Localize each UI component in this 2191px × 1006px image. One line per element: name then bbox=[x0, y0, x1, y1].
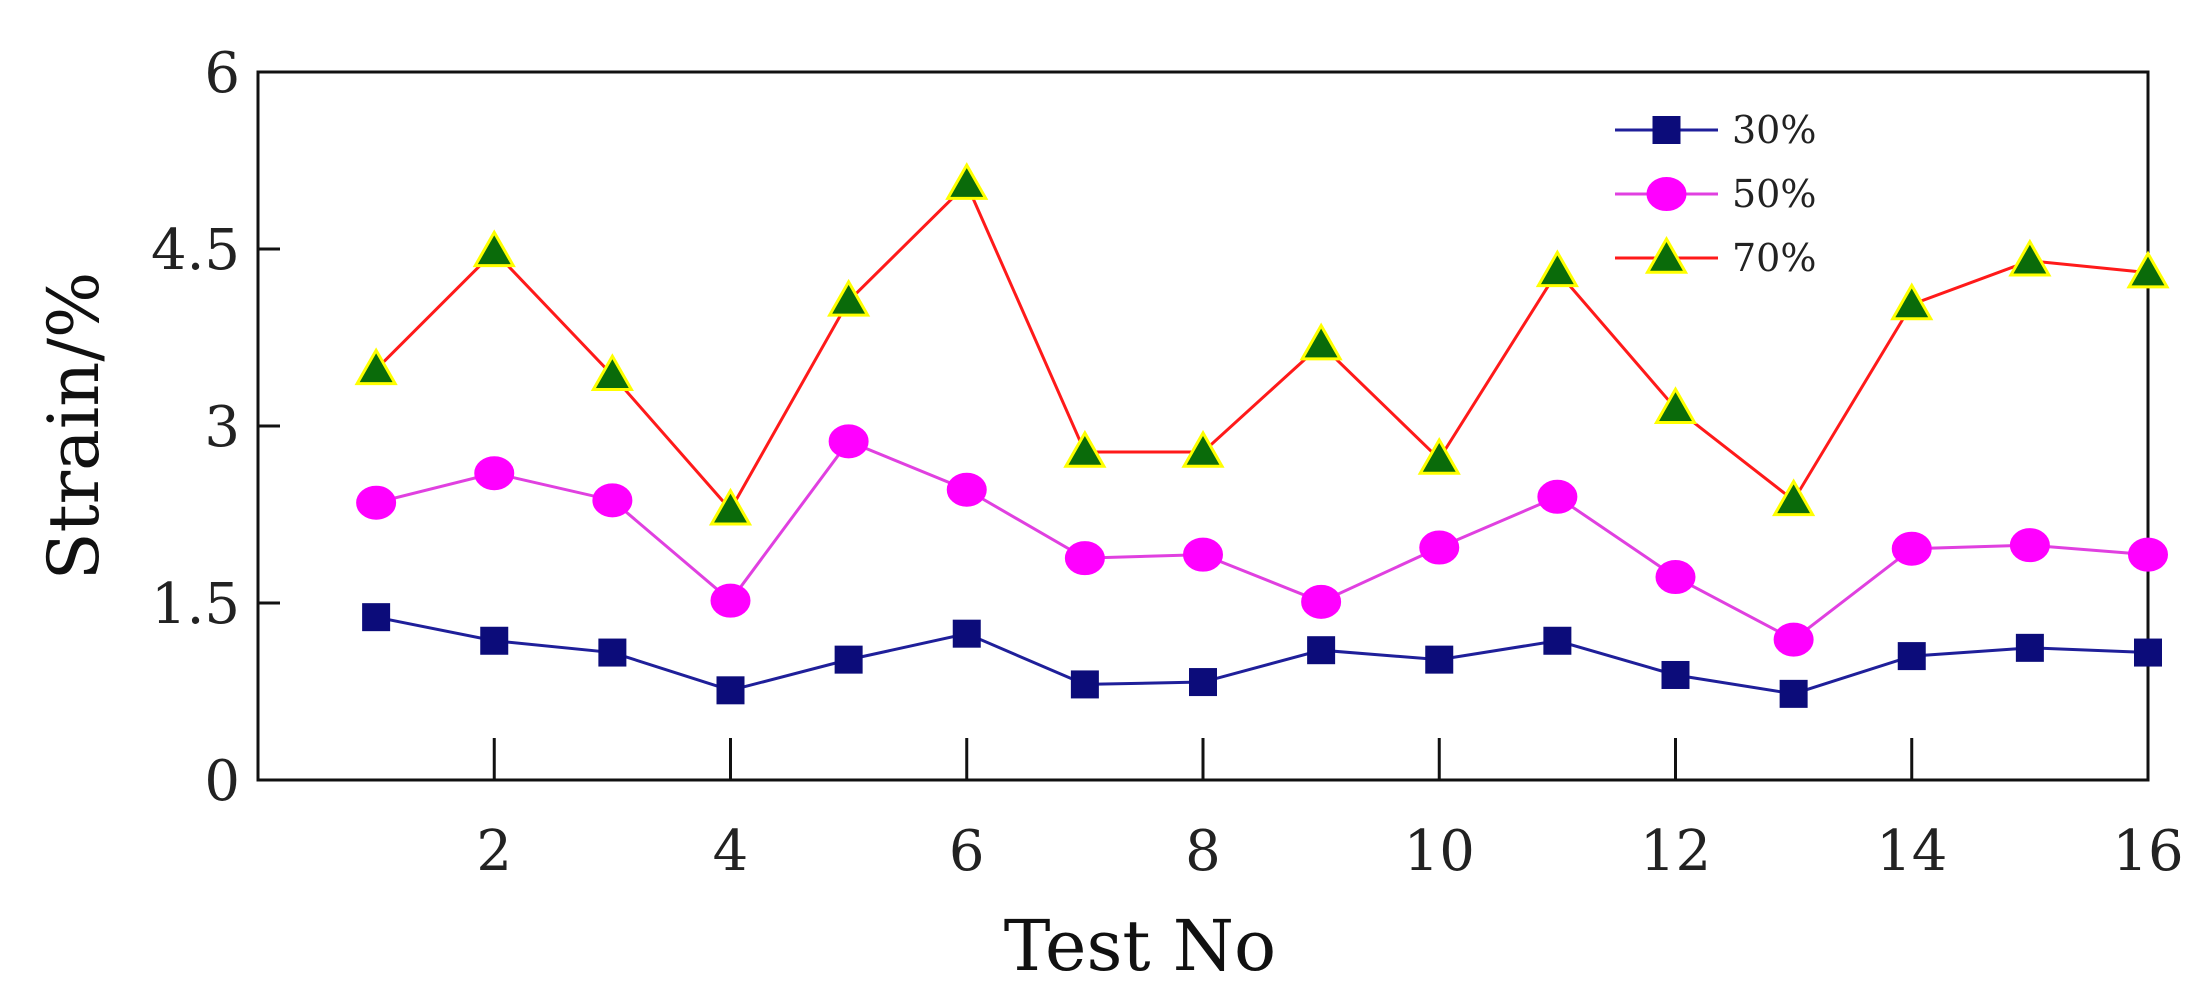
point-2-10 bbox=[1535, 249, 1579, 288]
point-1-9 bbox=[1419, 530, 1460, 565]
series-2 bbox=[354, 162, 2170, 526]
point-1-12 bbox=[1773, 622, 1814, 657]
x-tick-label-5: 12 bbox=[1640, 819, 1711, 884]
point-1-8 bbox=[1301, 584, 1342, 619]
y-axis-title: Strain/% bbox=[33, 272, 115, 581]
point-2-4 bbox=[827, 278, 871, 317]
point-1-1 bbox=[474, 456, 515, 491]
point-2-8 bbox=[1299, 322, 1343, 361]
point-2-2 bbox=[590, 353, 634, 392]
point-0-14 bbox=[2015, 633, 2044, 662]
point-1-6 bbox=[1064, 541, 1105, 576]
legend-marker-2 bbox=[1644, 235, 1689, 274]
series-0 bbox=[362, 603, 2162, 708]
series-line-1 bbox=[375, 439, 2149, 642]
point-2-12 bbox=[1772, 478, 1816, 517]
point-0-3 bbox=[716, 676, 745, 705]
axes: 0 1.5 3 4.5 6 2 4 6 8 10 12 14 16 bbox=[151, 41, 2184, 884]
point-0-7 bbox=[1189, 668, 1217, 697]
x-tick-label-0: 2 bbox=[476, 819, 512, 884]
series-line-0 bbox=[375, 615, 2149, 696]
point-0-13 bbox=[1897, 642, 1926, 671]
point-0-10 bbox=[1543, 626, 1572, 655]
point-1-5 bbox=[946, 472, 987, 507]
y-tick-label-2: 3 bbox=[204, 395, 240, 460]
point-2-3 bbox=[708, 487, 753, 526]
point-0-15 bbox=[2134, 638, 2162, 667]
point-1-0 bbox=[356, 485, 397, 520]
point-0-9 bbox=[1425, 645, 1454, 674]
point-1-13 bbox=[1891, 531, 1932, 566]
point-0-8 bbox=[1307, 636, 1336, 665]
point-0-1 bbox=[480, 626, 509, 655]
y-tick-label-3: 4.5 bbox=[151, 218, 240, 283]
point-2-5 bbox=[945, 162, 989, 200]
point-1-2 bbox=[592, 483, 633, 518]
point-0-5 bbox=[952, 619, 981, 648]
point-0-11 bbox=[1661, 660, 1690, 689]
legend-label-1: 50% bbox=[1732, 172, 1816, 216]
point-2-0 bbox=[354, 347, 398, 386]
point-2-7 bbox=[1181, 429, 1225, 468]
y-tick-label-0: 0 bbox=[204, 749, 240, 814]
legend-marker-0 bbox=[1652, 116, 1681, 144]
point-1-15 bbox=[2128, 537, 2168, 572]
point-0-4 bbox=[834, 645, 863, 674]
x-tick-label-6: 14 bbox=[1876, 819, 1947, 884]
legend-entry-0: 30% bbox=[1615, 108, 1816, 152]
point-2-11 bbox=[1653, 386, 1698, 425]
point-2-15 bbox=[2126, 250, 2170, 289]
series-line-2 bbox=[375, 181, 2149, 513]
point-1-14 bbox=[2009, 528, 2050, 563]
point-1-7 bbox=[1183, 537, 1223, 572]
x-tick-label-7: 16 bbox=[2112, 819, 2183, 884]
legend-entry-2: 70% bbox=[1615, 235, 1816, 280]
legend-label-2: 70% bbox=[1732, 236, 1816, 280]
point-1-3 bbox=[710, 583, 751, 618]
x-tick-label-4: 10 bbox=[1404, 819, 1475, 884]
series-1 bbox=[356, 424, 2168, 657]
point-2-14 bbox=[2008, 238, 2052, 277]
point-2-13 bbox=[1890, 282, 1934, 321]
point-0-12 bbox=[1779, 679, 1808, 708]
legend-entry-1: 50% bbox=[1615, 172, 1816, 216]
point-1-10 bbox=[1537, 479, 1578, 514]
y-tick-label-1: 1.5 bbox=[151, 572, 240, 637]
point-0-0 bbox=[362, 603, 391, 632]
point-2-1 bbox=[472, 229, 516, 268]
legend: 30% 50% 70% bbox=[1615, 108, 1816, 280]
point-1-4 bbox=[828, 424, 869, 459]
x-tick-label-1: 4 bbox=[713, 819, 749, 884]
point-1-11 bbox=[1655, 560, 1696, 595]
point-0-6 bbox=[1070, 670, 1099, 699]
y-tick-label-4: 6 bbox=[204, 41, 240, 106]
legend-marker-1 bbox=[1646, 177, 1687, 211]
point-2-6 bbox=[1063, 429, 1107, 468]
series-layer bbox=[354, 162, 2170, 708]
x-tick-label-3: 8 bbox=[1185, 819, 1221, 884]
x-axis-title: Test No bbox=[1004, 905, 1276, 987]
x-tick-label-2: 6 bbox=[949, 819, 985, 884]
legend-label-0: 30% bbox=[1732, 108, 1816, 152]
point-0-2 bbox=[598, 638, 627, 667]
point-2-9 bbox=[1417, 437, 1461, 475]
